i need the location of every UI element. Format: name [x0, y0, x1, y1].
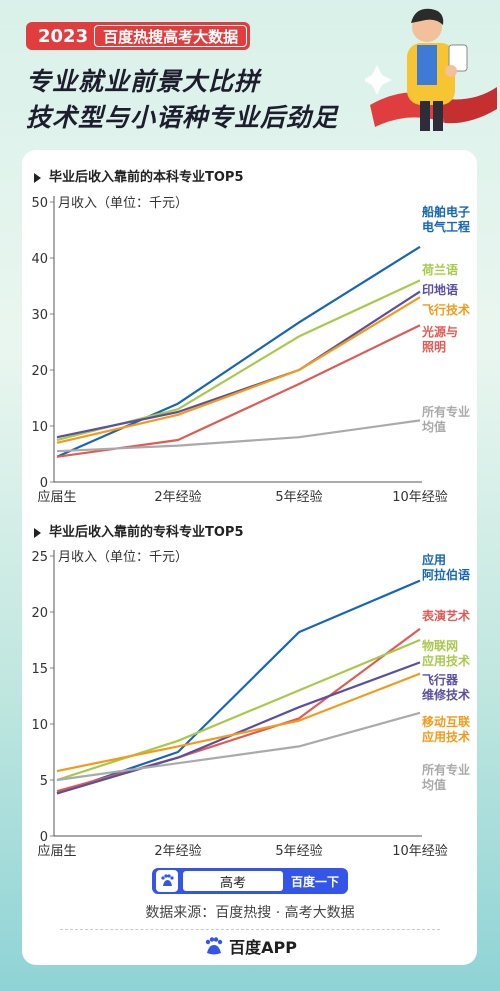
series-label: 飞行器	[422, 672, 459, 687]
x-tick-label: 10年经验	[392, 489, 448, 505]
series-label: 所有专业	[422, 404, 470, 419]
baidu-app-icon	[205, 937, 223, 955]
student-illustration	[365, 8, 497, 131]
data-source-text: 数据来源：百度热搜 · 高考大数据	[145, 905, 355, 921]
triangle-icon	[34, 527, 41, 538]
series-line	[56, 579, 421, 795]
search-button[interactable]: 百度一下	[291, 874, 340, 889]
x-tick-label: 2年经验	[154, 843, 201, 859]
y-tick-label: 0	[40, 476, 48, 491]
series-label: 物联网	[422, 638, 458, 653]
series-label: 飞行技术	[422, 302, 470, 317]
chart2-title: 毕业后收入靠前的专科专业TOP5	[49, 525, 244, 540]
series-label: 电气工程	[422, 219, 470, 234]
header: 2023 百度热搜高考大数据 专业就业前景大比拼 技术型与小语种专业后劲足	[0, 0, 500, 150]
series-line	[56, 296, 421, 444]
y-tick-label: 15	[31, 662, 48, 677]
series-label: 均值	[422, 419, 446, 434]
y-axis-label: 月收入（单位：千元）	[58, 550, 188, 565]
series-line	[56, 279, 421, 442]
triangle-icon	[34, 172, 41, 183]
brand-footer: 百度APP	[0, 934, 500, 958]
series-label: 光源与	[421, 324, 458, 339]
series-label: 维修技术	[422, 687, 470, 702]
series-label: 应用技术	[422, 729, 470, 744]
x-tick-label: 应届生	[37, 843, 76, 859]
series-line	[56, 672, 421, 773]
series-line	[56, 638, 421, 782]
y-tick-label: 10	[31, 718, 48, 733]
series-label: 照明	[422, 339, 446, 354]
series-line	[56, 711, 421, 782]
series-label: 应用技术	[422, 653, 470, 668]
y-tick-label: 50	[31, 196, 48, 211]
x-tick-label: 2年经验	[154, 489, 201, 505]
divider	[60, 929, 440, 930]
series-label: 所有专业	[422, 762, 470, 777]
series-line	[56, 419, 421, 453]
series-line	[56, 245, 421, 458]
chart1-title: 毕业后收入靠前的本科专业TOP5	[49, 170, 244, 185]
brand-name: 百度APP	[229, 938, 297, 957]
series-label: 表演艺术	[421, 608, 470, 623]
chart1-heading: 毕业后收入靠前的本科专业TOP5	[34, 166, 244, 185]
y-tick-label: 30	[31, 308, 48, 323]
series-label: 阿拉伯语	[422, 567, 470, 582]
topic-label: 百度热搜高考大数据	[94, 25, 248, 47]
y-tick-label: 10	[31, 420, 48, 435]
series-line	[56, 290, 421, 439]
series-label: 船舶电子	[422, 204, 470, 219]
x-tick-label: 应届生	[37, 489, 76, 505]
x-tick-label: 10年经验	[392, 843, 448, 859]
chart-undergrad: 0 10 20 30 40 50 月收入（单位：千元） 应届生 2年经验 5年经验 10年经验 船舶电…	[31, 196, 470, 505]
x-tick-label: 5年经验	[275, 489, 322, 505]
x-tick-label: 5年经验	[275, 843, 322, 859]
series-label: 荷兰语	[421, 262, 458, 277]
baidu-paw-icon	[156, 870, 178, 892]
series-label: 印地语	[422, 282, 458, 297]
page-title-line2: 技术型与小语种专业后劲足	[26, 103, 339, 132]
page-title-line1: 专业就业前景大比拼	[26, 67, 261, 96]
series-label: 移动互联	[422, 714, 470, 729]
y-tick-label: 25	[31, 550, 48, 565]
chart-vocational: 0 5 10 15 20 25 月收入（单位：千元） 应届生 2年经验 5年经验 10年经验 应用阿拉…	[31, 550, 470, 859]
y-tick-label: 0	[40, 830, 48, 845]
series-label: 应用	[422, 552, 446, 567]
year-label: 2023	[38, 25, 89, 47]
content-card: 毕业后收入靠前的本科专业TOP5 0 10 20 30 40 50 月收入（单位：千元） 应届…	[22, 150, 477, 965]
y-tick-label: 20	[31, 606, 48, 621]
search-bar[interactable]: 高考 百度一下	[152, 868, 348, 894]
series-label: 均值	[422, 777, 446, 792]
y-axis-label: 月收入（单位：千元）	[58, 196, 188, 211]
y-tick-label: 40	[31, 252, 48, 267]
header-tag: 2023 百度热搜高考大数据	[26, 22, 251, 50]
y-tick-label: 20	[31, 364, 48, 379]
series-line	[56, 627, 421, 793]
y-tick-label: 5	[40, 774, 48, 789]
search-input[interactable]: 高考	[183, 871, 283, 891]
chart2-heading: 毕业后收入靠前的专科专业TOP5	[34, 521, 244, 540]
